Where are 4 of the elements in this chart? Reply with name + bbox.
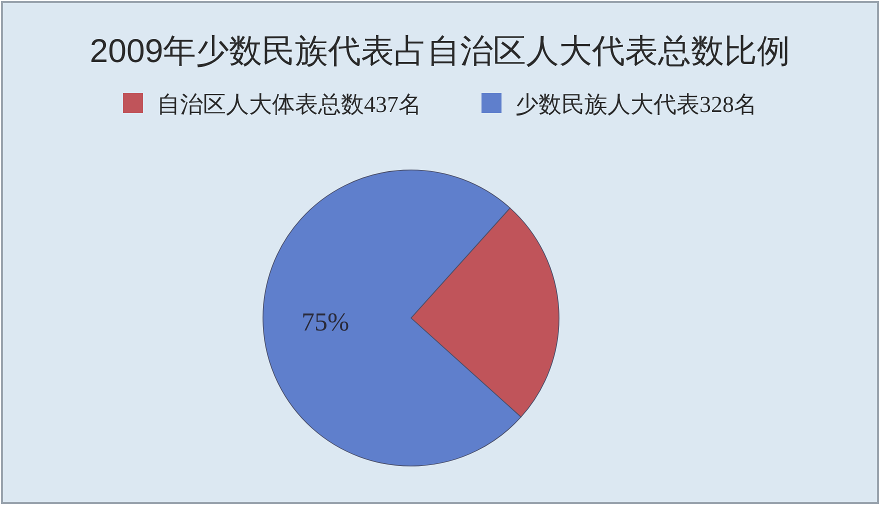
chart-title: 2009年少数民族代表占自治区人大代表总数比例 [90, 32, 790, 69]
legend-label: 少数民族人大代表328名 [516, 92, 757, 117]
legend-label: 自治区人大体表总数437名 [157, 92, 422, 117]
value-labels: 75% [301, 308, 350, 336]
